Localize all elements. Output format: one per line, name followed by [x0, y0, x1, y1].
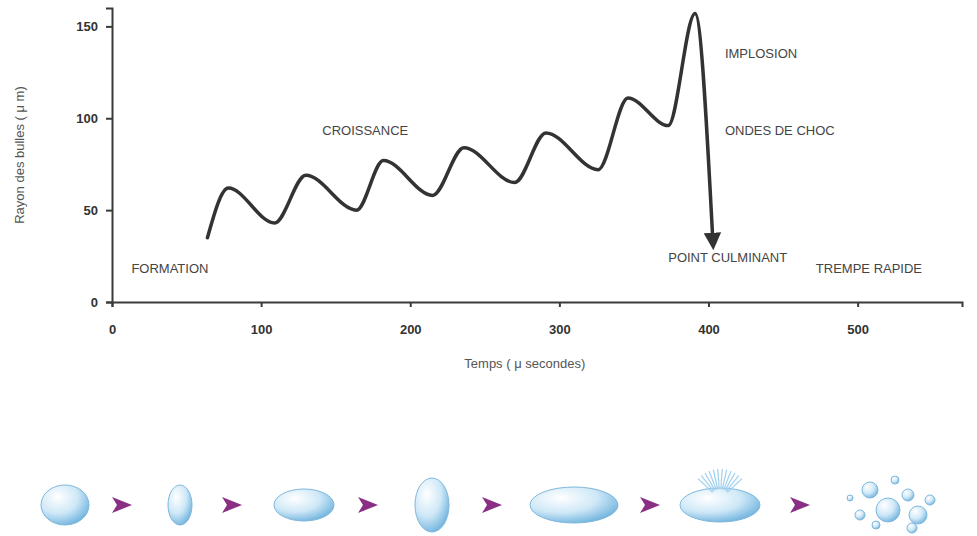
y-tick: 100 [76, 111, 112, 126]
sequence-arrow [640, 497, 660, 513]
bubble-icon [41, 485, 89, 525]
bubble-icon [876, 498, 900, 522]
annotation: IMPLOSION [725, 46, 797, 61]
x-tick-label: 200 [400, 322, 422, 337]
x-axis-line [113, 303, 963, 308]
y-tick-label: 50 [84, 203, 98, 218]
x-tick-mark [708, 302, 710, 307]
radius-line [207, 14, 713, 244]
bubble-icon [847, 495, 853, 501]
x-tick-mark [559, 302, 561, 307]
annotation: ONDES DE CHOC [725, 123, 835, 138]
y-tick-label: 150 [76, 19, 98, 34]
bubble-icon [902, 489, 914, 501]
sequence-arrow [482, 497, 502, 513]
shock-ray [718, 469, 719, 489]
bubble-icon [680, 488, 760, 522]
bubble-icon [925, 495, 935, 505]
bubble-icon [855, 510, 865, 520]
x-tick: 300 [549, 302, 571, 337]
x-tick: 500 [847, 302, 869, 337]
y-axis-title: Rayon des bulles ( μ m) [12, 86, 27, 224]
x-tick: 0 [109, 302, 116, 337]
x-tick-label: 100 [251, 322, 273, 337]
x-tick-mark [261, 302, 263, 307]
y-tick-label: 100 [76, 111, 98, 126]
y-tick: 150 [76, 19, 112, 34]
bubble-icon [415, 478, 449, 532]
sequence-arrow [790, 497, 810, 513]
x-tick: 100 [251, 302, 273, 337]
y-tick-label: 0 [91, 295, 98, 310]
x-tick-mark [857, 302, 859, 307]
bubble-icon [872, 521, 880, 529]
y-tick-mark [106, 26, 112, 28]
y-tick: 50 [84, 203, 112, 218]
bubble-icon [862, 482, 878, 498]
x-axis: 0 100 200 300 400 500 [109, 302, 963, 337]
x-tick-label: 0 [109, 322, 116, 337]
x-tick-label: 400 [698, 322, 720, 337]
x-tick-mark [410, 302, 412, 307]
shock-ray [727, 479, 742, 493]
y-tick-mark [106, 210, 112, 212]
x-tick: 400 [698, 302, 720, 337]
y-axis-line [106, 9, 113, 303]
bubble-icon [274, 489, 334, 521]
sequence-arrow [112, 497, 132, 513]
bubble-icon [891, 476, 899, 484]
annotation: FORMATION [131, 261, 208, 276]
bubble-icon [909, 506, 927, 524]
y-tick: 0 [91, 295, 112, 310]
x-tick: 200 [400, 302, 422, 337]
bubble-sequence [41, 469, 935, 533]
annotation: TREMPE RAPIDE [816, 261, 923, 276]
x-tick-label: 300 [549, 322, 571, 337]
y-axis: 0 50 100 150 [76, 9, 112, 310]
sequence-arrow [222, 497, 242, 513]
shock-ray [721, 469, 722, 489]
annotation: CROISSANCE [322, 123, 408, 138]
x-axis-title: Temps ( μ secondes) [464, 356, 585, 371]
x-tick-label: 500 [847, 322, 869, 337]
shock-ray [713, 470, 717, 489]
y-tick-mark [106, 118, 112, 120]
chart: 0 100 200 300 400 500 0 50 100 150 Temps ( μ secon… [0, 0, 977, 536]
annotations: FORMATION CROISSANCE IMPLOSION ONDES DE CHO… [131, 46, 922, 276]
annotation: POINT CULMINANT [668, 250, 787, 265]
bubble-icon [907, 523, 917, 533]
bubble-icon [168, 485, 192, 525]
y-tick-mark [106, 302, 112, 304]
plot-area [207, 14, 713, 244]
sequence-arrow [358, 497, 378, 513]
bubble-icon [530, 487, 618, 523]
